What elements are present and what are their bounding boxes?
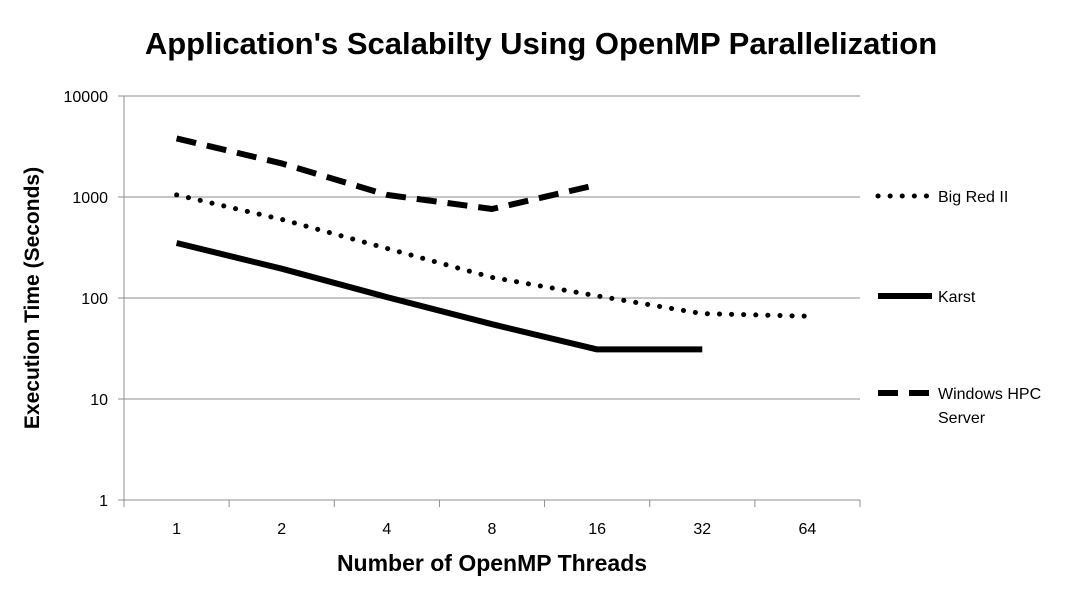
series-line-big-red-ii xyxy=(174,192,810,319)
x-tick-label: 1 xyxy=(172,521,181,538)
legend-label-line: Server xyxy=(938,410,986,427)
x-tick-label: 32 xyxy=(693,521,711,538)
x-axis-title: Number of OpenMP Threads xyxy=(336,550,648,576)
legend: Big Red II Karst Windows HPC Server xyxy=(875,189,1041,427)
series-line-windows-hpc-server xyxy=(175,135,598,212)
series-line-karst xyxy=(175,240,703,353)
legend-label-big-red-ii: Big Red II xyxy=(938,189,1008,206)
y-tick-label: 1000 xyxy=(72,190,108,207)
series-lines xyxy=(174,135,810,353)
legend-label-karst: Karst xyxy=(938,289,976,306)
y-tick-label: 10000 xyxy=(64,89,109,106)
y-tick-labels: 1 10 100 1000 10000 xyxy=(64,89,109,510)
axes xyxy=(118,95,861,507)
x-tick-label: 64 xyxy=(799,521,817,538)
legend-label-line: Windows HPC xyxy=(938,386,1041,403)
x-tick-labels: 1 2 4 8 16 32 64 xyxy=(172,521,816,538)
y-tick-label: 100 xyxy=(81,291,108,308)
y-tick-label: 10 xyxy=(90,392,108,409)
x-tick-label: 2 xyxy=(277,521,286,538)
legend-label-windows-hpc-server: Windows HPC Server xyxy=(938,386,1041,427)
grid-lines xyxy=(124,95,860,400)
chart-title: Application's Scalabilty Using OpenMP Pa… xyxy=(144,26,938,61)
y-axis-title: Execution Time (Seconds) xyxy=(21,166,44,430)
x-tick-label: 8 xyxy=(488,521,497,538)
x-tick-label: 4 xyxy=(382,521,391,538)
x-tick-label: 16 xyxy=(588,521,606,538)
y-tick-label: 1 xyxy=(99,493,108,510)
